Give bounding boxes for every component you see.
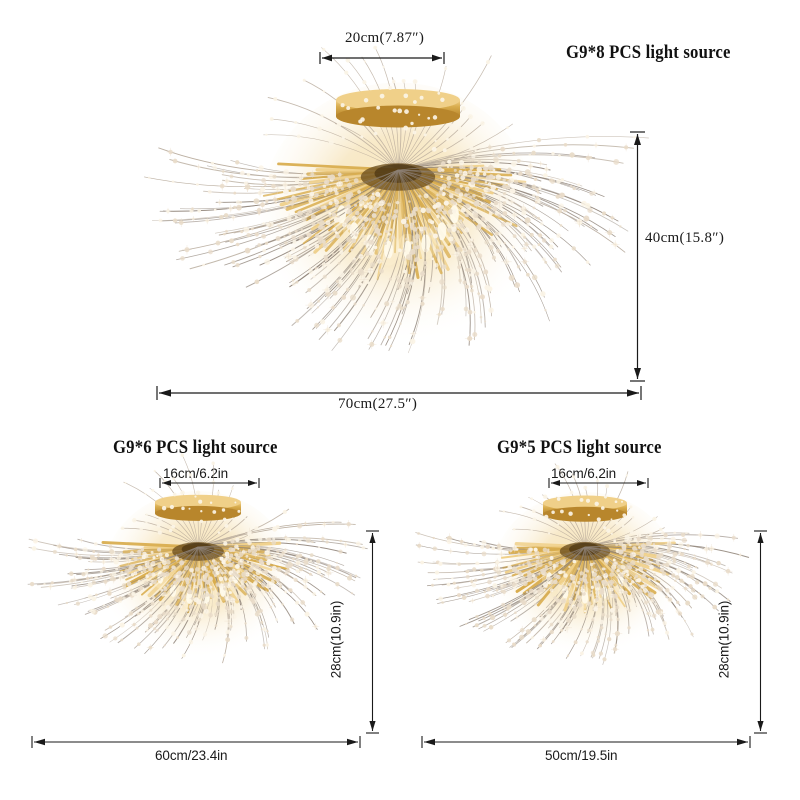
heading-small: G9*5 PCS light source — [497, 437, 662, 458]
width-dimension-label-medium: 60cm/23.4in — [155, 748, 228, 763]
canopy-dimension-label-medium: 16cm/6.2in — [163, 466, 229, 481]
chandelier-illustration-small — [415, 463, 750, 666]
chandelier-illustration-medium — [27, 453, 368, 664]
heading-medium: G9*6 PCS light source — [113, 437, 278, 458]
width-dimension-label-small: 50cm/19.5in — [545, 748, 618, 763]
canopy-dimension-label-small: 16cm/6.2in — [551, 466, 617, 481]
height-dimension-label-large: 40cm(15.8″) — [645, 230, 725, 246]
canopy-dimension-label-large: 20cm(7.87″) — [345, 30, 425, 46]
chandelier-illustration-large — [143, 45, 649, 354]
heading-large: G9*8 PCS light source — [566, 42, 731, 63]
width-dimension-label-large: 70cm(27.5″) — [338, 396, 418, 412]
